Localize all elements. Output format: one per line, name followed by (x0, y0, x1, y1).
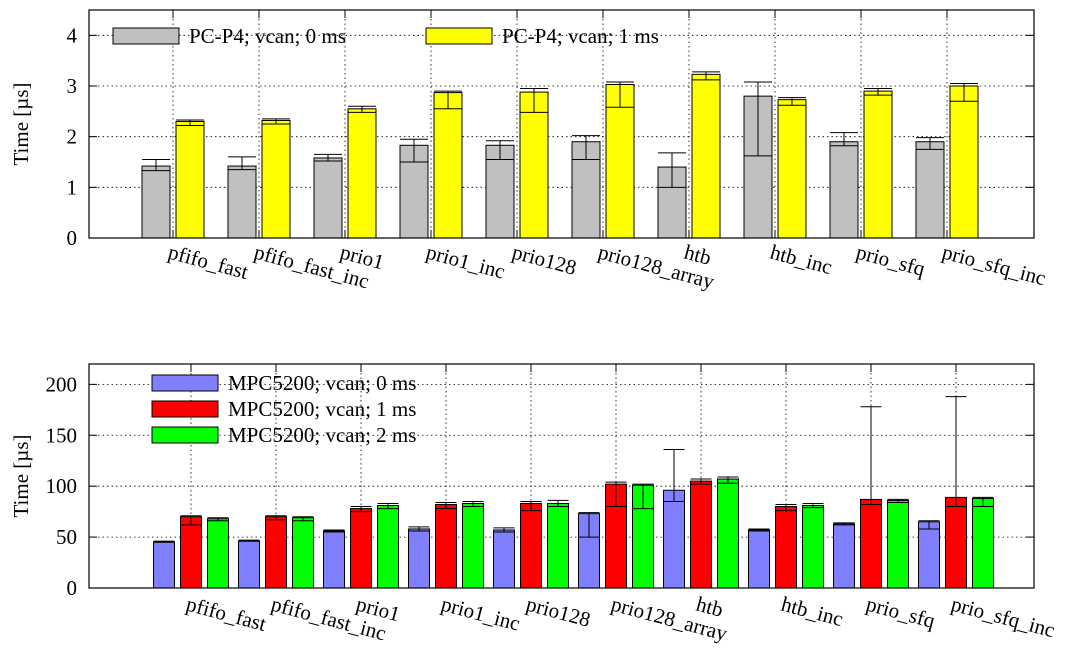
plot-frame (88, 9, 1035, 239)
y-tick-label: 0 (67, 226, 78, 250)
bar-mpc5200-vcan-0-ms (238, 540, 260, 589)
bar-mpc5200-vcan-2-ms (802, 505, 824, 589)
bar-mpc5200-vcan-1-ms (265, 516, 287, 589)
legend-item: MPC5200; vcan; 0 ms (151, 371, 416, 395)
bar-pc-p4-vcan-1-ms (691, 73, 721, 239)
legend-label: MPC5200; vcan; 0 ms (228, 371, 416, 395)
bar-mpc5200-vcan-2-ms (292, 517, 314, 589)
bar-mpc5200-vcan-2-ms (207, 518, 229, 589)
x-tick-label: htb_inc (768, 240, 835, 279)
y-tick-label: 150 (46, 423, 78, 447)
legend-swatch (112, 27, 180, 45)
y-tick-label: 200 (46, 372, 78, 396)
bar-mpc5200-vcan-2-ms (547, 502, 569, 589)
bar-mpc5200-vcan-2-ms (972, 497, 994, 589)
bar-mpc5200-vcan-0-ms (493, 529, 515, 589)
x-tick-label: prio_sfq (854, 240, 928, 281)
y-tick-label: 1 (67, 175, 78, 199)
bar-mpc5200-vcan-2-ms (717, 478, 739, 589)
x-tick-label: pfifo_fast (184, 592, 269, 636)
bar-mpc5200-vcan-2-ms (462, 502, 484, 589)
legend-item: PC-P4; vcan; 1 ms (425, 24, 659, 48)
y-tick-label: 50 (56, 525, 77, 549)
bar-mpc5200-vcan-1-ms (520, 502, 542, 589)
y-tick-label: 3 (67, 74, 78, 98)
bar-mpc5200-vcan-0-ms (153, 541, 175, 589)
bar-mpc5200-vcan-0-ms (663, 489, 685, 589)
bar-mpc5200-vcan-1-ms (690, 480, 712, 589)
bar-mpc5200-vcan-2-ms (887, 499, 909, 589)
legend-item: MPC5200; vcan; 2 ms (151, 423, 416, 447)
bar-mpc5200-vcan-0-ms (323, 530, 345, 589)
bar-mpc5200-vcan-0-ms (918, 521, 940, 589)
legend-swatch (151, 374, 219, 392)
bar-pc-p4-vcan-1-ms (175, 120, 205, 239)
y-tick-label: 2 (67, 125, 78, 149)
legend-swatch (425, 27, 493, 45)
bar-mpc5200-vcan-1-ms (180, 516, 202, 589)
bar-pc-p4-vcan-1-ms (261, 119, 291, 239)
x-tick-label: prio_sfq (864, 592, 938, 633)
bar-mpc5200-vcan-1-ms (775, 506, 797, 589)
bar-pc-p4-vcan-1-ms (347, 108, 377, 239)
bar-mpc5200-vcan-2-ms (377, 505, 399, 589)
x-tick-label: prio128 (524, 592, 593, 632)
bar-pc-p4-vcan-1-ms (777, 99, 807, 239)
legend-label: MPC5200; vcan; 2 ms (228, 423, 416, 447)
bar-pc-p4-vcan-0-ms (485, 144, 515, 239)
legend-item: PC-P4; vcan; 0 ms (112, 24, 346, 48)
legend-item: MPC5200; vcan; 1 ms (151, 397, 416, 421)
x-tick-label: prio_sfq_inc (940, 240, 1049, 291)
x-tick-label: prio128 (510, 240, 579, 280)
y-tick-label: 4 (67, 23, 78, 47)
bar-pc-p4-vcan-0-ms (313, 157, 343, 239)
bar-pc-p4-vcan-1-ms (949, 85, 979, 239)
bar-pc-p4-vcan-0-ms (141, 165, 171, 239)
bar-pc-p4-vcan-1-ms (433, 92, 463, 239)
x-tick-label: htb_inc (779, 592, 846, 631)
legend-swatch (151, 400, 219, 418)
bar-pc-p4-vcan-1-ms (519, 91, 549, 239)
bar-mpc5200-vcan-1-ms (350, 508, 372, 589)
bar-pc-p4-vcan-0-ms (227, 165, 257, 239)
bar-pc-p4-vcan-0-ms (915, 141, 945, 239)
bar-mpc5200-vcan-1-ms (945, 496, 967, 589)
y-axis-label: Time [µs] (9, 434, 33, 517)
legend-label: PC-P4; vcan; 1 ms (502, 24, 659, 48)
x-tick-label: prio1_inc (424, 240, 508, 284)
y-tick-label: 0 (67, 576, 78, 600)
y-axis-label: Time [µs] (9, 82, 33, 165)
bar-pc-p4-vcan-1-ms (605, 83, 635, 239)
bar-pc-p4-vcan-0-ms (829, 141, 859, 239)
legend-label: PC-P4; vcan; 0 ms (189, 24, 346, 48)
x-tick-label: prio_sfq_inc (949, 592, 1058, 643)
bar-mpc5200-vcan-1-ms (435, 504, 457, 589)
bar-mpc5200-vcan-0-ms (408, 528, 430, 589)
bar-pc-p4-vcan-1-ms (863, 90, 893, 239)
legend-label: MPC5200; vcan; 1 ms (228, 397, 416, 421)
x-tick-label: prio1_inc (439, 592, 523, 636)
x-tick-label: pfifo_fast (166, 240, 251, 284)
plot-frame (88, 363, 1035, 589)
bar-mpc5200-vcan-0-ms (748, 529, 770, 589)
legend-swatch (151, 426, 219, 444)
y-tick-label: 100 (46, 474, 78, 498)
bar-mpc5200-vcan-0-ms (833, 523, 855, 589)
bar-mpc5200-vcan-1-ms (860, 498, 882, 589)
